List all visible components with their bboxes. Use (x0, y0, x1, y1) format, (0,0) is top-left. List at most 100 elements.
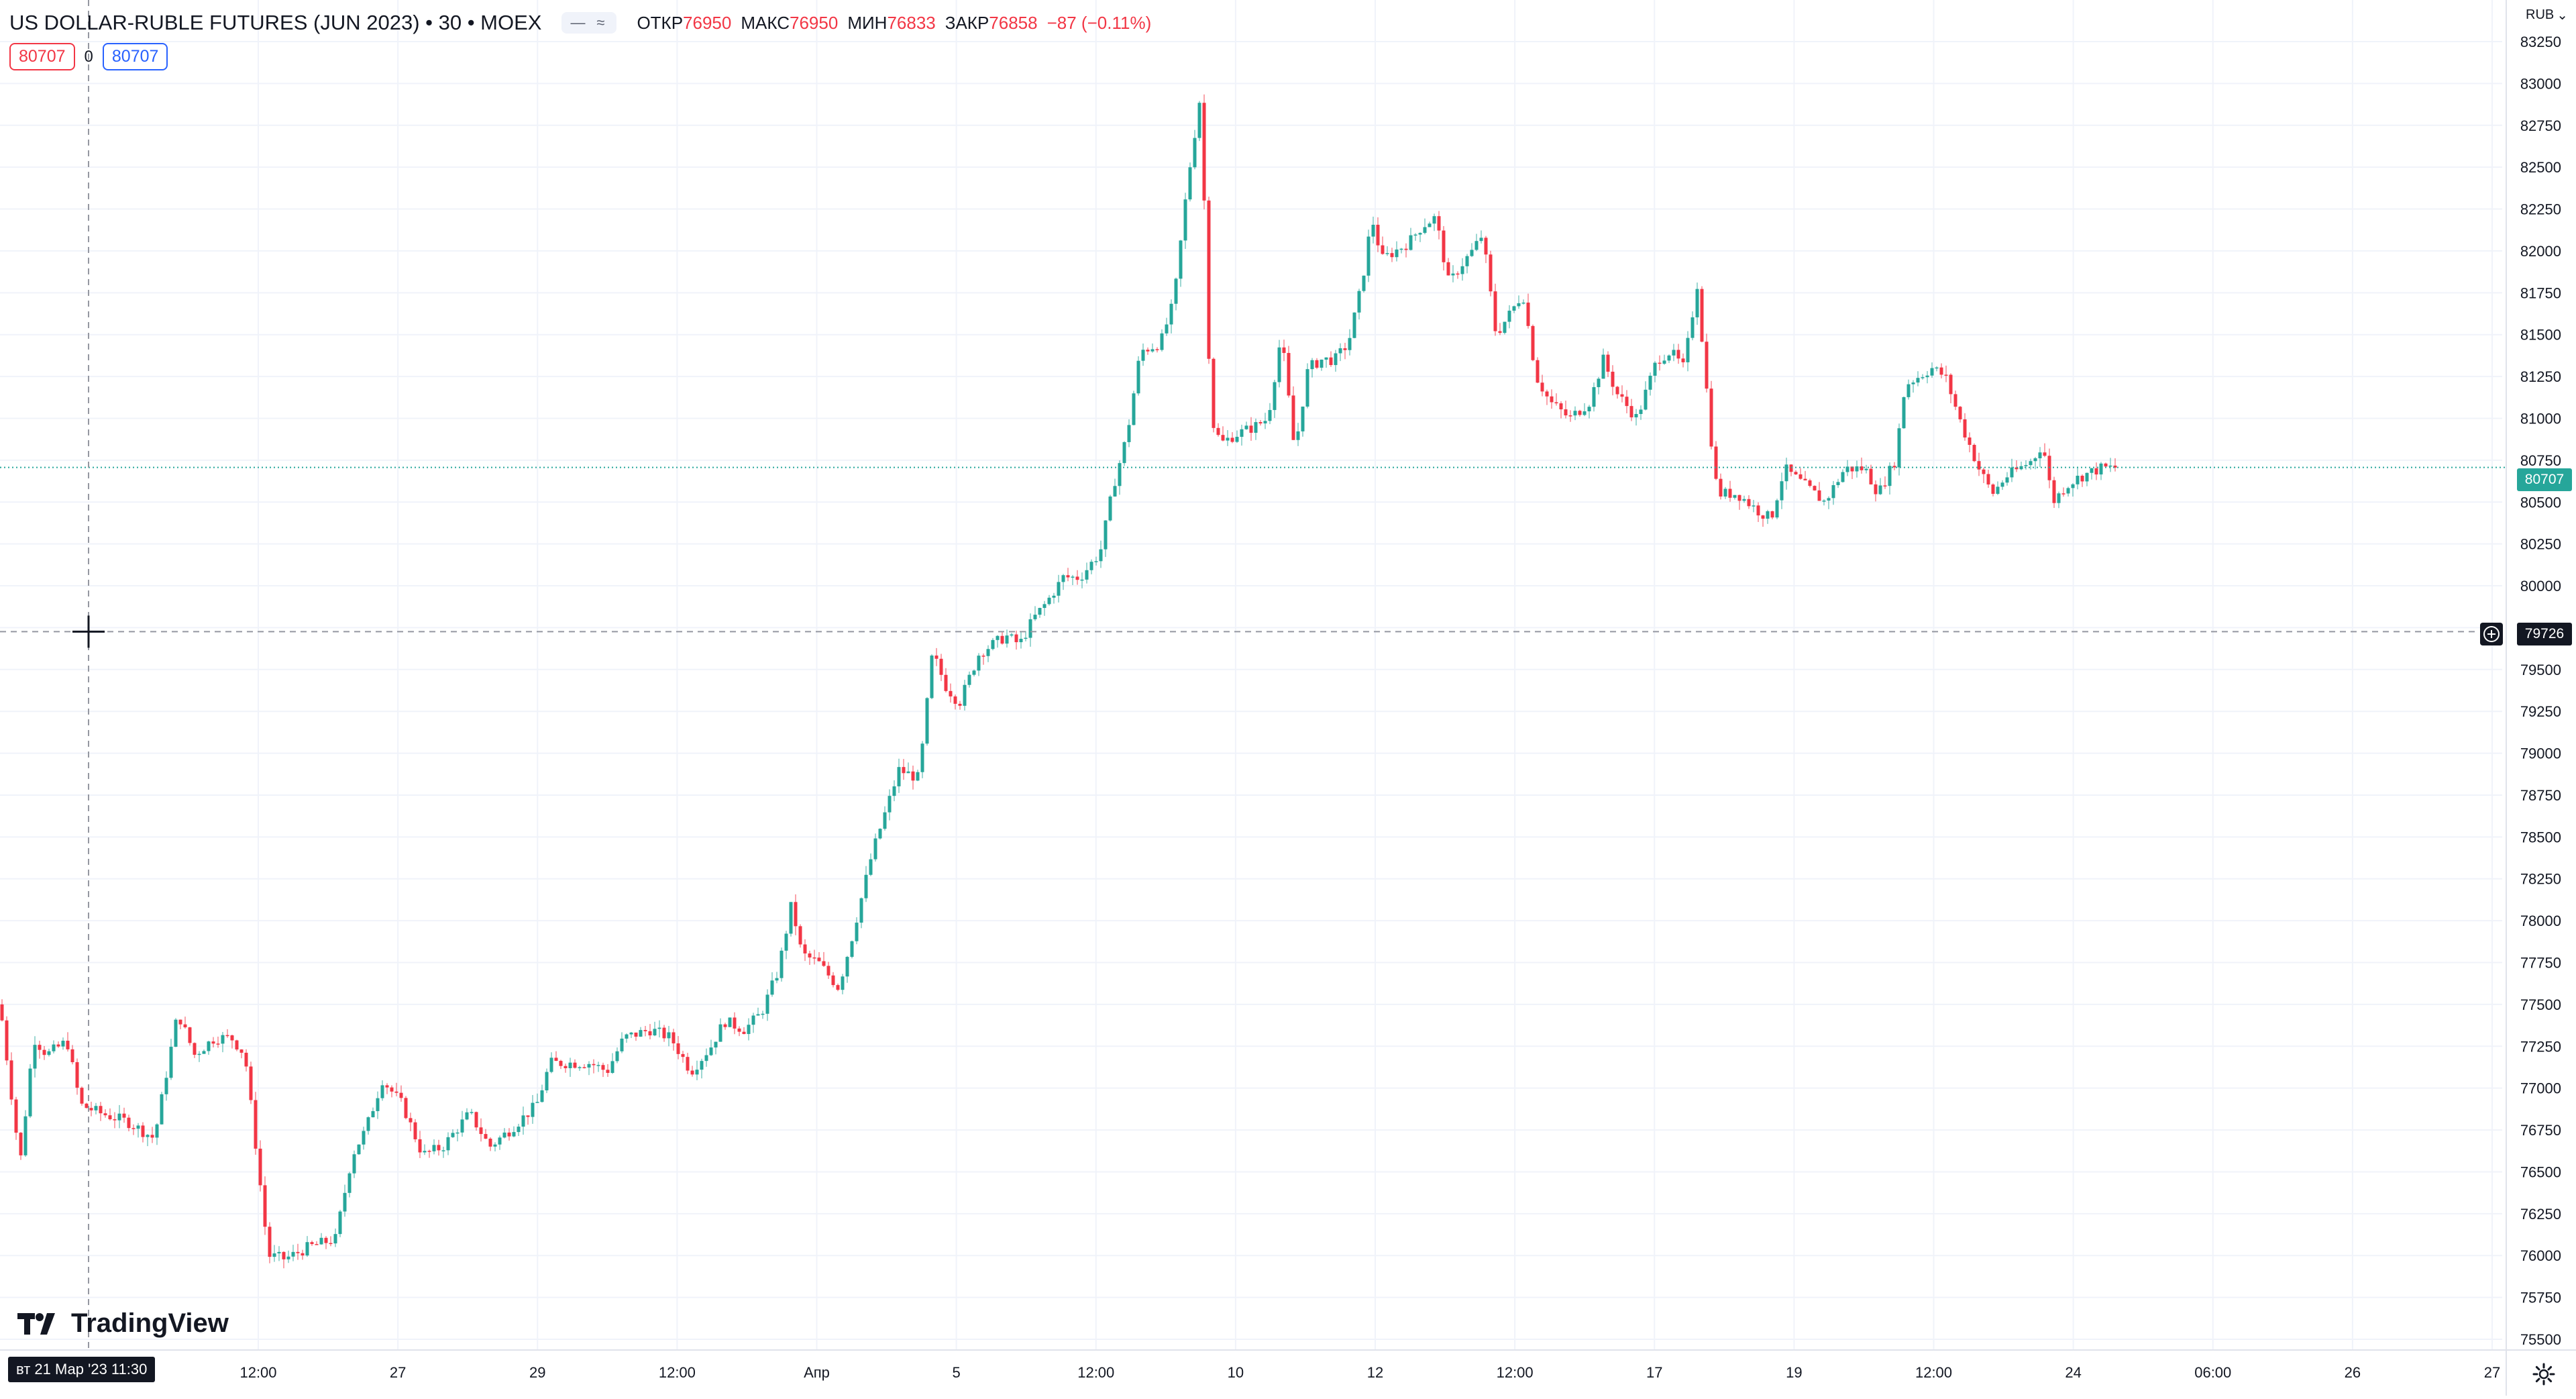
candle (733, 1012, 737, 1035)
candle-body (2099, 463, 2103, 475)
candle (366, 1116, 370, 1135)
candle (1606, 351, 1610, 377)
candle (188, 1027, 192, 1046)
candle (1639, 405, 1643, 420)
visibility-toggles[interactable]: — ≈ (561, 12, 617, 34)
candle-body (1221, 435, 1225, 441)
candle (1615, 386, 1619, 399)
candle-body (1714, 446, 1718, 479)
candle-body (789, 902, 793, 934)
candle-body (700, 1061, 704, 1070)
price-tick-label: 79000 (2520, 745, 2561, 762)
candle-body (841, 976, 845, 990)
candle-body (2113, 465, 2117, 468)
candle (1625, 390, 1629, 414)
candle-body (709, 1047, 713, 1055)
candle (765, 989, 769, 1021)
price-tick-label: 83250 (2520, 34, 2561, 50)
candle (437, 1139, 441, 1156)
add-alert-plus-icon[interactable] (2480, 623, 2503, 645)
candle-body (648, 1031, 652, 1036)
sell-button[interactable]: 80707 (9, 43, 75, 70)
candle-body (1230, 437, 1234, 442)
candle-body (981, 656, 985, 657)
candle (2071, 483, 2075, 497)
tradingview-logo[interactable]: TradingView (17, 1308, 229, 1339)
candle (1075, 570, 1079, 585)
candle-body (14, 1099, 18, 1133)
candle (216, 1036, 220, 1048)
candle (1409, 227, 1413, 251)
candle-body (291, 1251, 295, 1257)
time-tick-label: 5 (953, 1364, 961, 1381)
candle-body (333, 1234, 337, 1244)
candle-body (756, 1014, 760, 1016)
candle (211, 1037, 215, 1047)
candle (1756, 502, 1760, 522)
candle (244, 1049, 248, 1072)
time-tick-label: 19 (1786, 1364, 1802, 1381)
candle (1822, 499, 1826, 506)
candle (920, 741, 924, 778)
low-key: МИН (847, 12, 888, 33)
candle (780, 947, 784, 982)
candle (958, 701, 962, 710)
candle (1456, 271, 1460, 279)
candle (1531, 324, 1535, 362)
candle-body (1423, 227, 1427, 234)
candle (798, 924, 802, 948)
candle-body (1592, 386, 1596, 407)
candle (517, 1123, 521, 1137)
candle (117, 1104, 121, 1129)
wave-icon[interactable]: ≈ (596, 14, 605, 31)
candle (418, 1131, 422, 1158)
candle-body (136, 1125, 140, 1129)
candle-body (916, 772, 920, 781)
candle-body (193, 1043, 197, 1055)
candle (1963, 413, 1967, 441)
candle-body (1991, 484, 1995, 494)
candle-body (507, 1132, 511, 1137)
candle (672, 1029, 676, 1051)
candle-body (38, 1045, 42, 1050)
candle-body (441, 1150, 445, 1151)
candle-body (1395, 249, 1399, 258)
candle-body (352, 1154, 356, 1174)
spread-value: 0 (84, 47, 93, 66)
candle (1381, 236, 1385, 255)
candle (455, 1129, 460, 1142)
candle-body (859, 898, 863, 923)
candle (1784, 458, 1788, 490)
candle-body (277, 1251, 281, 1254)
candle (38, 1041, 42, 1059)
candle (1474, 234, 1479, 252)
currency-selector[interactable]: RUB ⌄ (2526, 7, 2568, 23)
candle (1005, 629, 1009, 648)
candle-body (1474, 241, 1479, 250)
candle (1597, 376, 1601, 395)
candle-body (160, 1094, 164, 1125)
candle-body (28, 1068, 32, 1117)
settings-gear-icon[interactable] (2530, 1361, 2557, 1388)
candle-body (1296, 431, 1300, 440)
candle (1320, 359, 1324, 371)
candle-body (582, 1067, 586, 1068)
candle-body (737, 1028, 741, 1032)
price-tick-label: 80250 (2520, 536, 2561, 553)
buy-button[interactable]: 80707 (102, 43, 168, 70)
candle-body (850, 941, 854, 957)
candle (286, 1250, 290, 1263)
candle-body (934, 655, 938, 659)
candle (906, 762, 910, 774)
symbol-title[interactable]: US DOLLAR-RUBLE FUTURES (JUN 2023) • 30 … (9, 11, 542, 34)
candle-body (784, 933, 788, 951)
candle (1282, 340, 1286, 362)
candle (249, 1061, 253, 1104)
candle-body (413, 1122, 417, 1139)
minus-icon[interactable]: — (570, 14, 586, 31)
candle (150, 1127, 154, 1143)
candle-body (164, 1078, 168, 1094)
candle (2099, 462, 2103, 480)
